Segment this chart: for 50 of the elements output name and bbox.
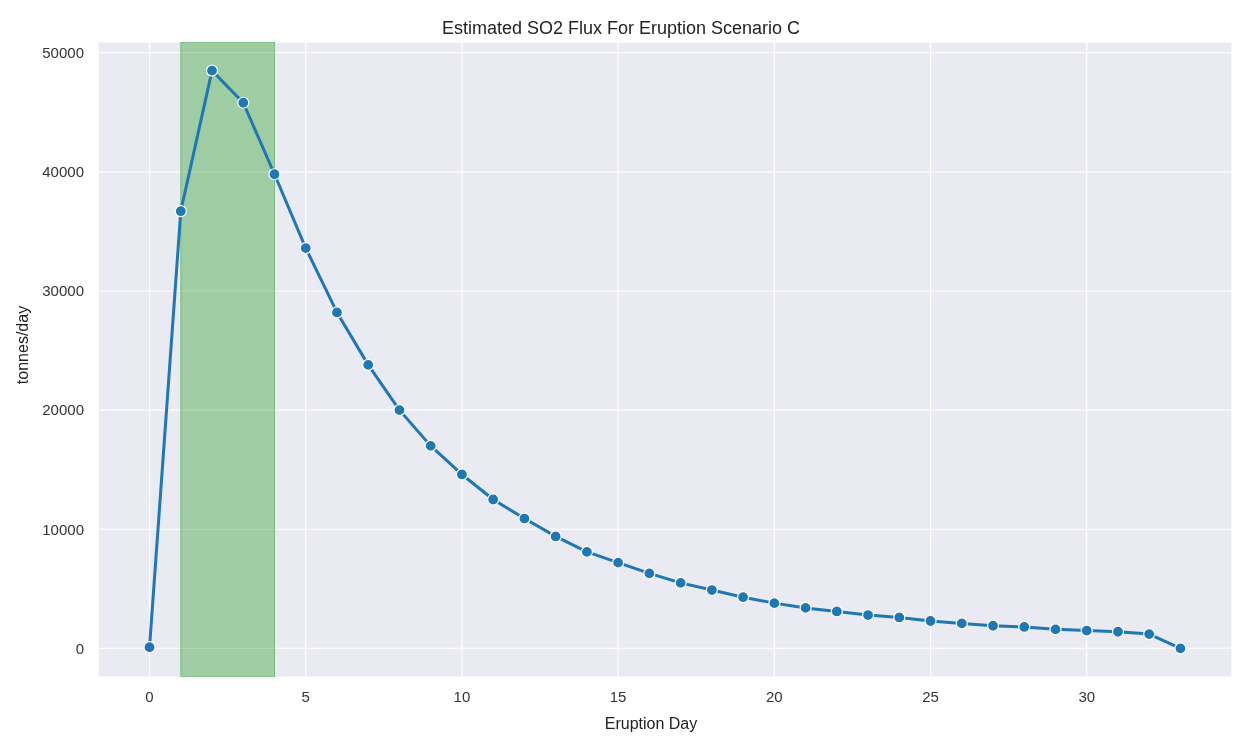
point [143, 641, 156, 654]
point [1111, 625, 1125, 638]
y-tick-label: 0 [75, 639, 84, 657]
point [674, 576, 687, 589]
point [643, 567, 656, 580]
point [768, 597, 781, 610]
point [861, 608, 875, 622]
point [174, 205, 187, 218]
point [799, 601, 812, 614]
point [924, 614, 937, 628]
y-tick-label: 50000 [42, 44, 84, 62]
y-axis-title: tonnes/day [14, 305, 32, 384]
point [1049, 623, 1062, 636]
point [362, 358, 375, 371]
y-tick-label: 20000 [42, 401, 84, 419]
point [549, 530, 562, 543]
point [518, 512, 531, 525]
point [1143, 628, 1156, 641]
point [393, 404, 406, 417]
point [237, 96, 250, 109]
point [737, 591, 750, 604]
point [580, 545, 593, 559]
point [299, 242, 312, 255]
point [1018, 620, 1031, 634]
point [330, 306, 344, 319]
point [268, 168, 281, 181]
point [1174, 642, 1187, 655]
x-tick-label: 15 [609, 687, 627, 705]
x-axis-title: Eruption Day [603, 715, 699, 733]
y-tick-label: 40000 [42, 163, 84, 181]
point [893, 611, 906, 624]
x-tick-label: 5 [301, 687, 310, 705]
x-tick-label: 10 [453, 687, 471, 705]
point [1080, 624, 1093, 637]
x-tick-label: 30 [1078, 687, 1096, 705]
y-tick-label: 30000 [42, 282, 84, 300]
x-tick-label: 0 [145, 687, 154, 705]
y-tick-label: 10000 [42, 520, 84, 538]
point [830, 605, 843, 618]
point [955, 617, 968, 630]
point [612, 556, 625, 569]
point [205, 64, 219, 77]
x-tick-label: 20 [766, 687, 783, 705]
point [986, 619, 1000, 632]
x-tick-label: 25 [922, 687, 939, 705]
point [455, 468, 469, 481]
point [705, 583, 718, 597]
point [424, 439, 437, 452]
point [487, 493, 500, 506]
chart-title: Estimated SO2 Flux For Eruption Scenario C [440, 18, 802, 39]
